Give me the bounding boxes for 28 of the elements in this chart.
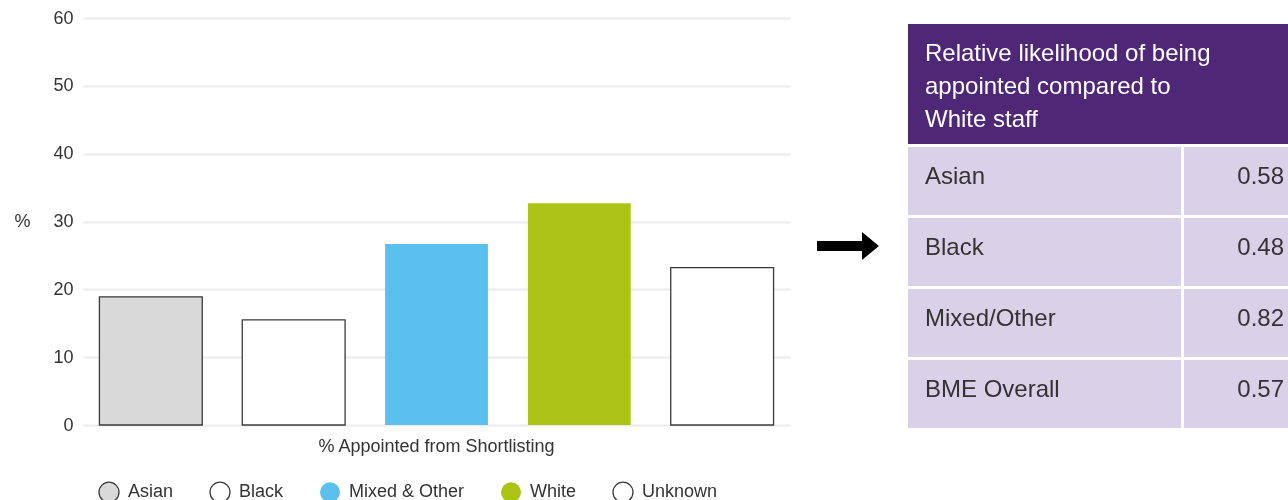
bar	[98, 296, 203, 426]
data-label: 0.57	[1237, 375, 1284, 402]
text: Relative likelihood of being appointed compared to White staff	[925, 38, 1212, 134]
data-label: 0.82	[1237, 304, 1284, 331]
legend-label: Unknown	[642, 481, 718, 500]
y-axis-title: %	[14, 210, 31, 231]
legend-label: Black	[239, 481, 285, 500]
category-label: BME Overall	[925, 375, 1060, 402]
y-tick-label: 40	[53, 143, 74, 164]
y-tick-label: 30	[53, 211, 74, 231]
category-label: Mixed/Other	[925, 304, 1056, 331]
category-label: Asian	[925, 162, 986, 189]
y-tick-label: 20	[53, 278, 74, 299]
data-label: 0.48	[1237, 233, 1284, 260]
y-tick-label: 0	[63, 414, 74, 435]
data-label: 0.58	[1237, 162, 1284, 189]
y-tick-label: 50	[53, 75, 74, 96]
y-tick-label: 60	[53, 7, 74, 28]
bar	[670, 266, 775, 426]
legend-label: Asian	[128, 481, 174, 500]
bar	[527, 203, 631, 425]
category-label: Black	[925, 233, 984, 260]
legend-label: White	[530, 481, 577, 500]
x-tick-label: % Appointed from Shortlisting	[318, 435, 555, 456]
bar	[385, 243, 488, 425]
y-tick-label: 10	[53, 346, 74, 367]
bar	[241, 319, 346, 426]
legend-label: Mixed & Other	[349, 481, 465, 500]
